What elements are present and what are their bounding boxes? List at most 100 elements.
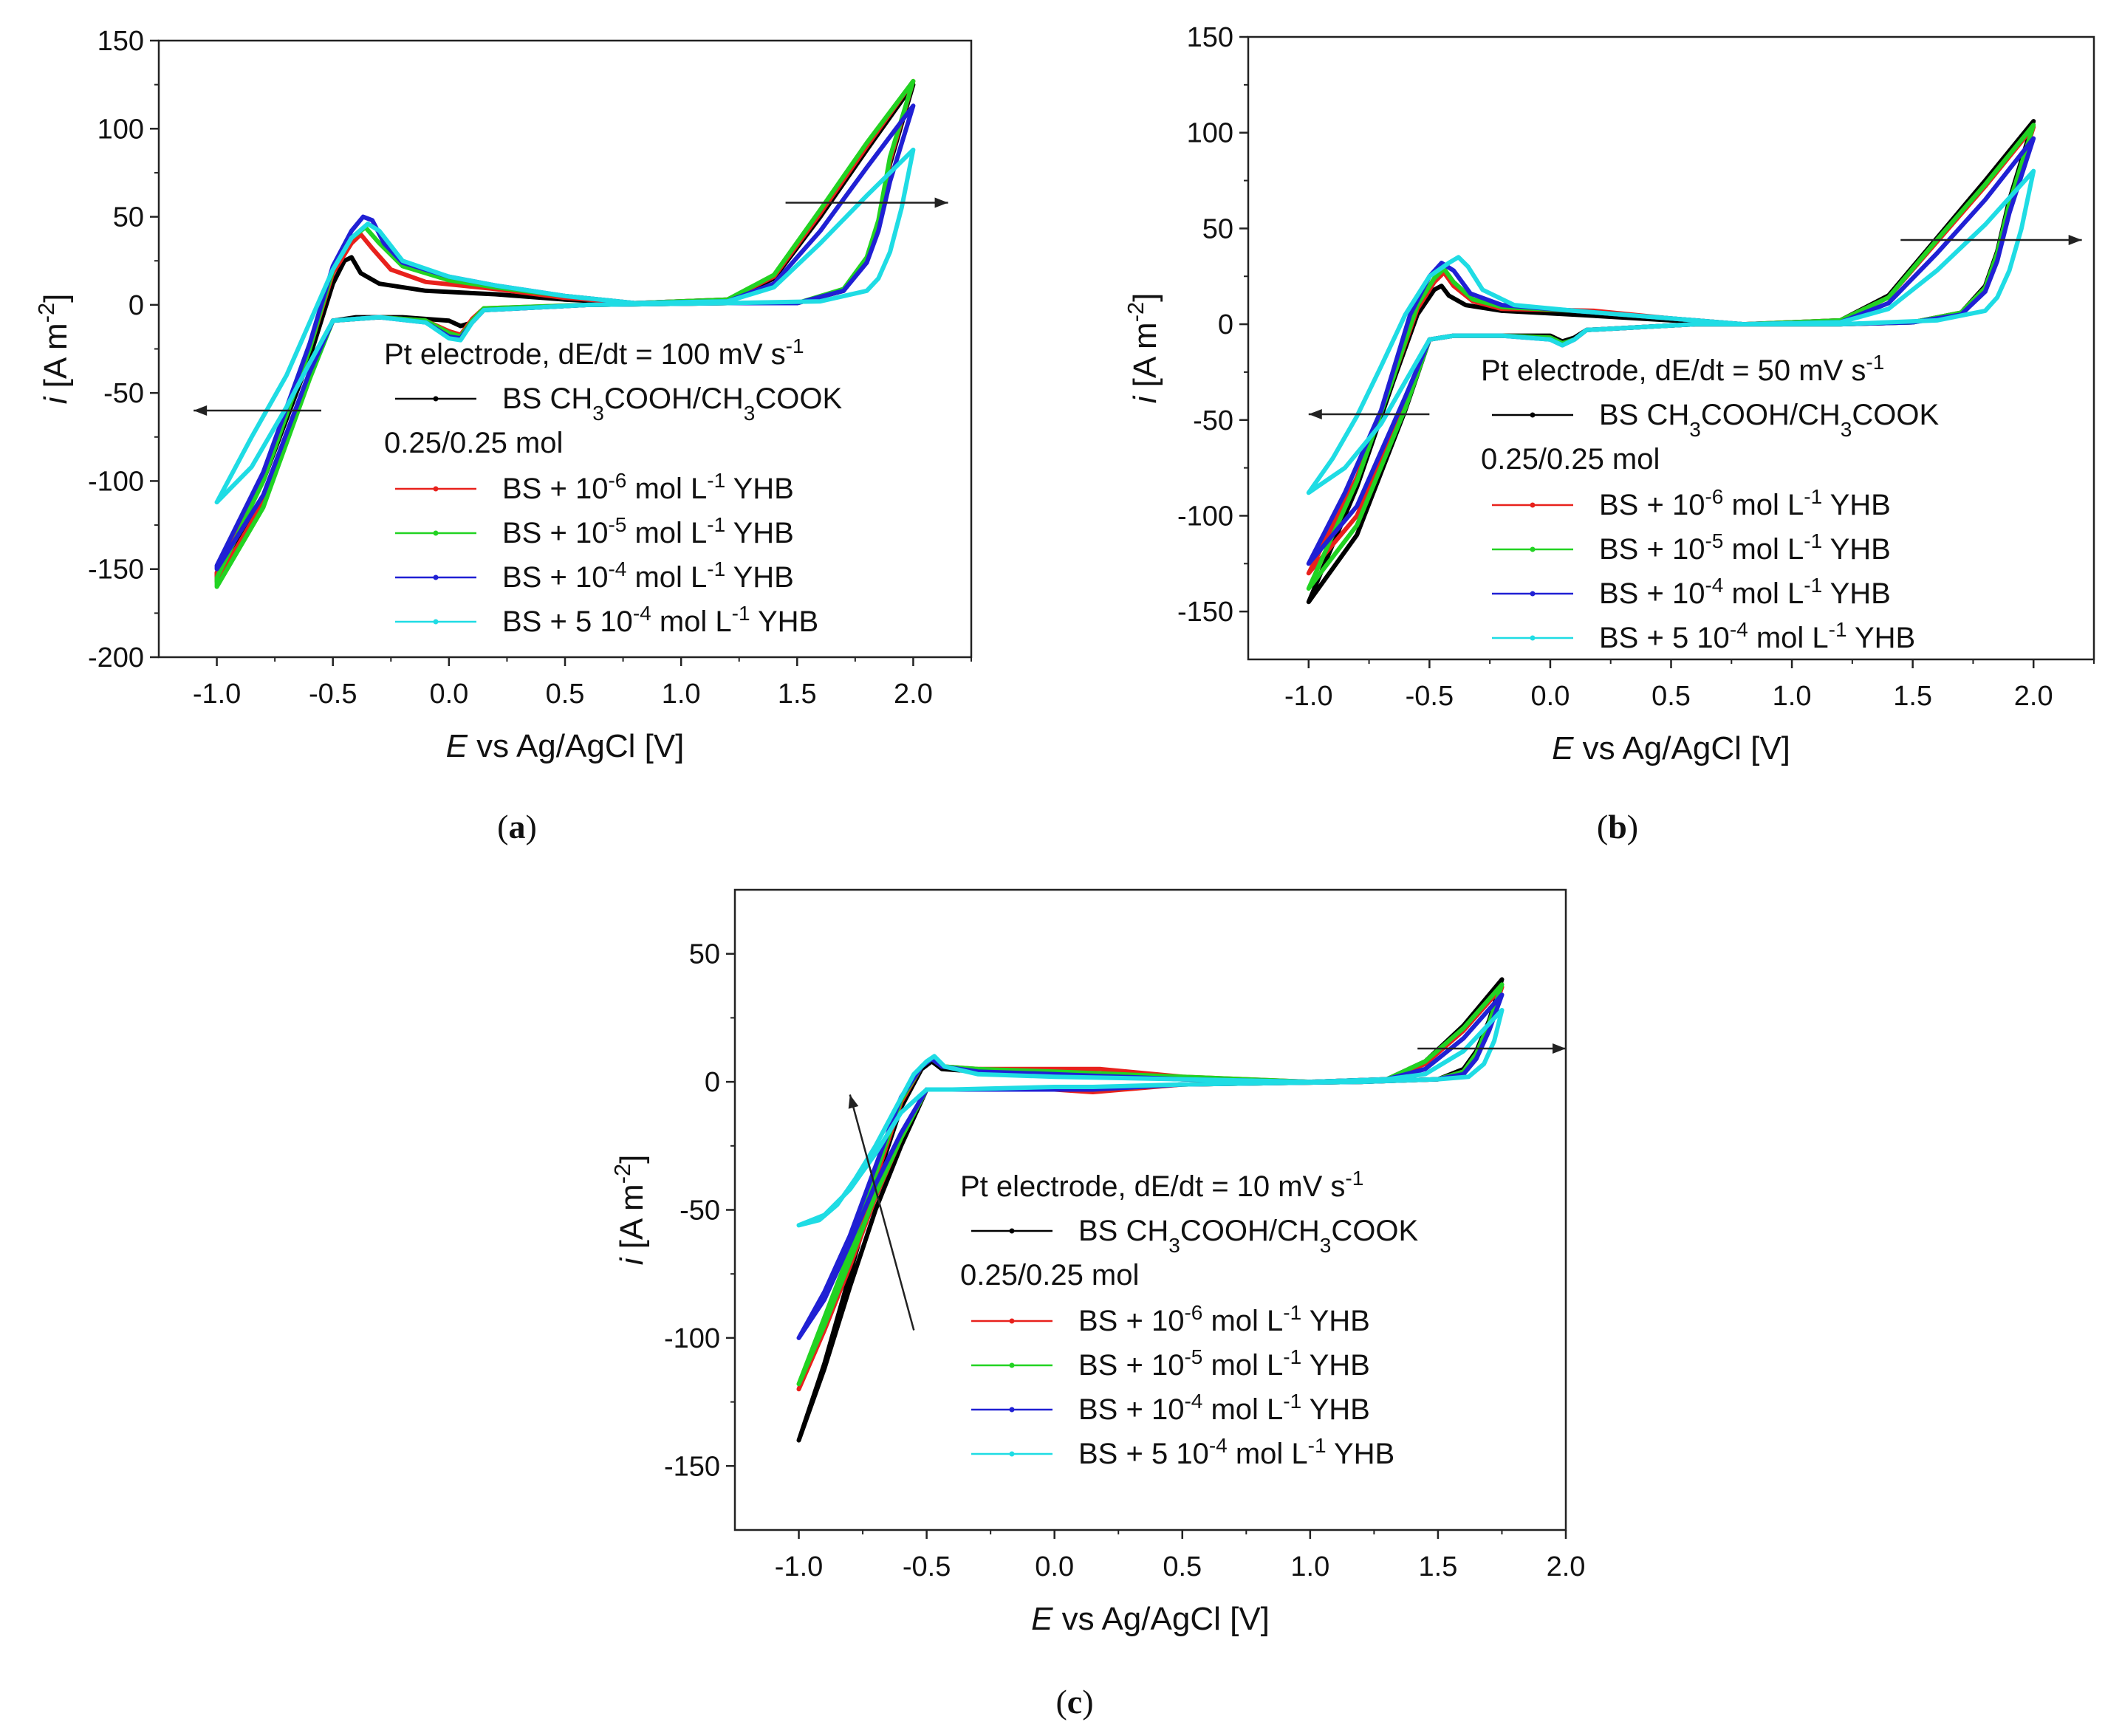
legend-marker (433, 574, 439, 580)
legend-marker (1530, 635, 1536, 641)
y-tick-label: -150 (1177, 597, 1233, 628)
x-tick-label: 2.0 (894, 679, 933, 710)
trend-arrow-head (194, 405, 208, 416)
x-tick-label: 1.5 (1893, 681, 1932, 712)
chart-panel-c: -1.0 -0.5 0.0 0.5 1.0 1.5 2.0 -150 -100 -50 0 50 E v… (609, 888, 1586, 1720)
x-tick-label: -1.0 (775, 1551, 823, 1582)
x-tick-label: 0.0 (1531, 681, 1570, 712)
curves (214, 78, 916, 589)
y-axis-label: i [A m-2] (609, 1155, 651, 1266)
y-axis-label-group: i [A m-2] (33, 294, 75, 405)
trend-arrow-head (1553, 1043, 1566, 1054)
x-tick-label: 1.5 (778, 679, 817, 710)
x-tick-label: 0.0 (429, 679, 468, 710)
y-tick-label: -100 (1177, 501, 1233, 532)
x-tick-label: -1.0 (1284, 681, 1332, 712)
legend: Pt electrode, dE/dt = 10 mV s-1 BS CH3COO… (960, 1167, 1418, 1471)
y-axis-label-group: i [A m-2] (1123, 293, 1164, 404)
y-axis-label-group: i [A m-2] (609, 1155, 651, 1266)
trend-arrow-head (934, 197, 948, 208)
trend-arrow-head (2068, 234, 2082, 245)
series-line-0 (214, 82, 916, 584)
legend-entry-cont: 0.25/0.25 mol (1481, 443, 1660, 476)
legend-marker (433, 396, 439, 402)
y-tick-label: 50 (1202, 213, 1233, 244)
y-tick-label: -50 (103, 378, 144, 409)
y-tick-label: 50 (113, 202, 144, 233)
plot-frame (1247, 35, 2095, 661)
x-tick-label: 0.5 (1652, 681, 1691, 712)
series-line-4 (214, 147, 916, 505)
x-tick-label: 1.5 (1419, 1551, 1458, 1582)
legend-marker (1530, 546, 1536, 552)
legend-marker (433, 486, 439, 492)
legend-marker (1530, 591, 1536, 597)
y-axis-label: i [A m-2] (1123, 293, 1164, 404)
legend-entry: BS + 5 10-4 mol L-1 YHB (1078, 1434, 1394, 1471)
panel-caption: (a) (497, 808, 537, 845)
panel-caption: (b) (1597, 808, 1638, 845)
legend-title: Pt electrode, dE/dt = 100 mV s-1 (384, 334, 804, 371)
series-line-2 (214, 78, 916, 589)
x-tick-label: -0.5 (903, 1551, 951, 1582)
y-tick-label: 0 (129, 290, 144, 321)
legend-marker (1530, 502, 1536, 508)
trend-arrow-head (848, 1094, 859, 1109)
chart-panel-a: -1.0 -0.5 0.0 0.5 1.0 1.5 2.0 -200 -150 -100 -50 0 5… (33, 26, 973, 845)
legend-entry: BS + 10-4 mol L-1 YHB (1599, 574, 1891, 611)
legend-entry: BS CH3COOH/CH3COOK (1599, 399, 1939, 441)
x-tick-label: 2.0 (1547, 1551, 1586, 1582)
y-tick-label: 150 (1187, 22, 1233, 53)
legend-entry: BS CH3COOH/CH3COOK (502, 382, 842, 425)
legend-entry-cont: 0.25/0.25 mol (960, 1259, 1139, 1291)
legend-marker (433, 530, 439, 536)
x-tick-label: -0.5 (1406, 681, 1454, 712)
x-axis-label: E vs Ag/AgCl [V] (446, 728, 685, 764)
legend-marker (1009, 1362, 1015, 1368)
y-tick-label: -50 (1193, 405, 1233, 436)
x-tick-label: 2.0 (2014, 681, 2053, 712)
series-line-4 (796, 1008, 1505, 1228)
y-tick-label: -100 (88, 466, 144, 497)
legend-entry: BS + 10-4 mol L-1 YHB (1078, 1390, 1370, 1427)
legend-title: Pt electrode, dE/dt = 10 mV s-1 (960, 1167, 1363, 1204)
series-line-3 (796, 992, 1505, 1340)
legend: Pt electrode, dE/dt = 100 mV s-1 BS CH3CO… (384, 334, 842, 639)
trend-arrow-head (1308, 408, 1322, 419)
x-axis-label: E vs Ag/AgCl [V] (1031, 1601, 1270, 1637)
legend-entry: BS CH3COOH/CH3COOK (1078, 1215, 1418, 1257)
legend-entry: BS + 10-6 mol L-1 YHB (1078, 1301, 1370, 1338)
legend-marker (1009, 1451, 1015, 1457)
y-tick-label: 0 (1218, 309, 1233, 340)
legend-entry: BS + 10-5 mol L-1 YHB (1078, 1345, 1370, 1382)
legend-entry: BS + 10-5 mol L-1 YHB (1599, 529, 1891, 566)
x-tick-label: 1.0 (1290, 1551, 1329, 1582)
y-tick-label: 150 (97, 26, 144, 57)
legend-entry: BS + 10-4 mol L-1 YHB (502, 557, 794, 594)
x-tick-label: 0.0 (1035, 1551, 1074, 1582)
panel-caption: (c) (1055, 1683, 1093, 1720)
y-axis-label: i [A m-2] (33, 294, 75, 405)
legend-entry: BS + 10-5 mol L-1 YHB (502, 513, 794, 550)
legend-entry: BS + 5 10-4 mol L-1 YHB (1599, 618, 1915, 655)
series-line-4 (1306, 168, 2036, 495)
y-tick-label: -150 (664, 1451, 720, 1482)
y-tick-label: -150 (88, 555, 144, 586)
legend-marker (1009, 1407, 1015, 1413)
legend-marker (1009, 1318, 1015, 1324)
y-tick-label: -50 (680, 1195, 720, 1226)
y-tick-label: 100 (1187, 118, 1233, 149)
x-tick-label: 1.0 (662, 679, 701, 710)
x-tick-label: 0.5 (1163, 1551, 1202, 1582)
y-tick-label: -200 (88, 642, 144, 673)
legend-title: Pt electrode, dE/dt = 50 mV s-1 (1481, 351, 1884, 388)
x-tick-label: 0.5 (546, 679, 585, 710)
x-tick-label: 1.0 (1773, 681, 1812, 712)
chart-panel-b: -1.0 -0.5 0.0 0.5 1.0 1.5 2.0 -150 -100 -50 0 50 100… (1123, 22, 2095, 845)
legend-entry: BS + 10-6 mol L-1 YHB (1599, 485, 1891, 522)
series-line-1 (214, 78, 916, 584)
legend-entry: BS + 10-6 mol L-1 YHB (502, 469, 794, 506)
y-tick-label: 100 (97, 114, 144, 145)
legend-marker (1530, 412, 1536, 418)
